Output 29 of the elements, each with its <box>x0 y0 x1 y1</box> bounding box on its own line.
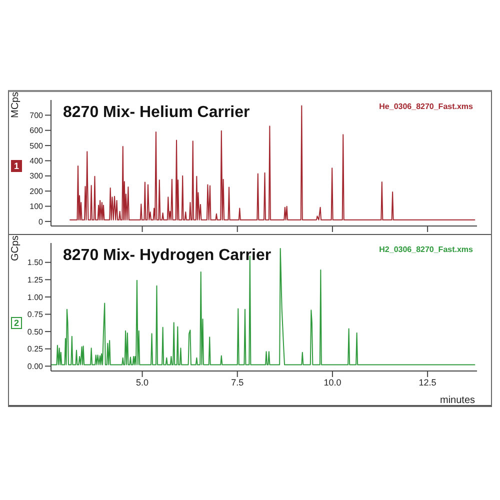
annotation: H2_0306_8270_Fast.xms <box>379 245 473 254</box>
y-tick-label: 500 <box>30 141 44 150</box>
y-tick-label: 0.25 <box>27 344 44 354</box>
text: 2 <box>11 316 22 329</box>
y-tick-label: 400 <box>30 156 44 166</box>
y-tick-label: 300 <box>30 172 44 181</box>
y-tick-label: 200 <box>30 186 44 196</box>
x-axis-title: minutes <box>440 395 475 406</box>
x-tick-label: 7.5 <box>231 377 244 388</box>
chart-title: 8270 Mix- Hydrogen Carrier <box>63 247 272 265</box>
text: 1 <box>11 160 22 172</box>
y-tick-label: 0.50 <box>27 327 44 336</box>
line-series <box>51 248 476 366</box>
y-axis-title: MCps <box>10 92 22 118</box>
chart-title: 8270 Mix- Helium Carrier <box>63 104 250 122</box>
y-tick-label: 1.50 <box>27 258 44 268</box>
y-tick-label: 0 <box>38 217 44 226</box>
y-tick-label: 0.00 <box>27 362 44 371</box>
annotation: He_0306_8270_Fast.xms <box>379 102 473 111</box>
y-tick-label: 1.25 <box>27 276 44 285</box>
y-tick-label: 700 <box>30 111 44 120</box>
y-tick-label: 0.75 <box>27 310 44 320</box>
y-tick-label: 1.00 <box>27 292 44 302</box>
x-tick-label: 12.5 <box>418 377 436 388</box>
y-tick-label: 600 <box>30 126 44 136</box>
x-tick-label: 10.0 <box>324 377 342 388</box>
y-tick-label: 100 <box>30 202 44 212</box>
x-tick-label: 5.0 <box>136 377 149 388</box>
y-axis-title: GCps <box>10 235 22 261</box>
